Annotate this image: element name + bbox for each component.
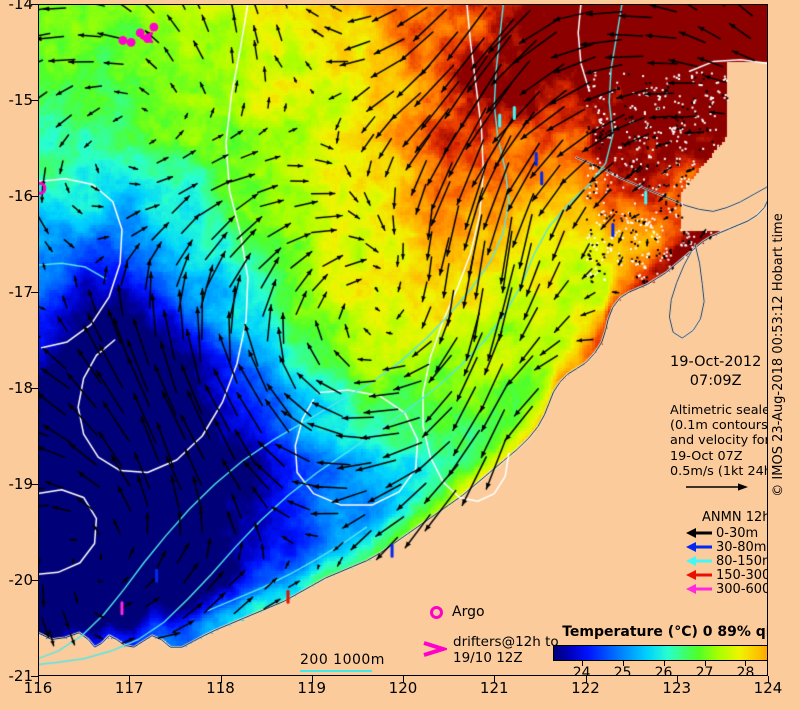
x-tick-label: 118: [206, 679, 235, 697]
y-tick-label: -14: [8, 0, 34, 13]
anmn-legend: ANMN 12h av. 0-30m 30-80m 80-150m: [686, 510, 768, 597]
x-tick: [38, 676, 39, 683]
x-tick: [494, 676, 496, 683]
arrow-left-icon: [686, 542, 712, 552]
x-tick-label: 116: [23, 679, 53, 697]
x-tick: [585, 676, 587, 683]
y-tick: [31, 388, 38, 389]
arrow-left-icon: [686, 528, 712, 538]
anmn-item-label: 80-150m: [716, 553, 768, 569]
y-tick-label: -21: [8, 667, 34, 685]
y-tick: [31, 196, 38, 197]
arrow-left-icon: [686, 584, 712, 594]
anmn-legend-item: 150-300m: [686, 567, 768, 583]
arrow-left-icon: [686, 570, 712, 580]
colorbar-tick: [745, 661, 747, 666]
colorbar-tick: [663, 661, 665, 666]
colorbar-canvas: [554, 646, 768, 660]
arrow-left-icon: [686, 556, 712, 566]
x-tick: [311, 676, 313, 683]
y-tick-label: -20: [8, 571, 34, 589]
colorbar-title: Temperature (°C) 0 89% ql>=2: [562, 624, 768, 640]
colorbar-tick-label: 27: [695, 665, 714, 676]
imos-credit: © IMOS 23-Aug-2018 00:53:12 Hobart time: [771, 213, 786, 497]
colorbar-tick-label: 24: [572, 665, 591, 676]
drifter-arrow-icon: [423, 641, 447, 657]
y-tick: [31, 580, 38, 581]
y-tick-label: -19: [8, 475, 34, 493]
depth-contour-legend: 200 1000m: [300, 652, 385, 672]
argo-legend: Argo: [430, 604, 485, 620]
anmn-legend-item: 0-30m: [686, 525, 768, 541]
annotation-time: 07:09Z: [689, 373, 742, 389]
x-tick-label: 121: [479, 679, 509, 697]
anmn-legend-item: 30-80m: [686, 539, 768, 555]
velocity-scale-arrow: [686, 483, 748, 491]
y-tick: [31, 484, 38, 485]
y-tick-label: -16: [8, 187, 34, 205]
drifters-legend-label: drifters@12h to 19/10 12Z: [453, 634, 559, 666]
argo-legend-label: Argo: [452, 604, 485, 620]
map-plot-area[interactable]: 19-Oct-2012 07:09Z Altimetric sealevel (0…: [38, 4, 768, 676]
colorbar: Temperature (°C) 0 89% ql>=2 24252627282…: [553, 624, 768, 676]
x-tick-label: 117: [114, 679, 144, 697]
anmn-item-label: 150-300m: [716, 567, 768, 583]
date-time-annotation: 19-Oct-2012 07:09Z: [670, 353, 761, 391]
colorbar-tick-label: 28: [736, 665, 755, 676]
colorbar-tick-label: 26: [654, 665, 673, 676]
x-tick: [403, 676, 404, 683]
colorbar-tick: [622, 661, 624, 666]
x-tick-label: 123: [662, 679, 692, 697]
y-tick-label: -15: [8, 91, 34, 109]
argo-ring-icon: [430, 605, 443, 619]
x-tick: [220, 676, 222, 683]
y-tick: [31, 292, 38, 293]
x-tick: [129, 676, 131, 683]
y-tick-label: -18: [8, 379, 34, 397]
anmn-item-label: 300-600m: [716, 581, 768, 597]
x-tick-label: 120: [388, 679, 418, 697]
anmn-legend-title: ANMN 12h av.: [702, 510, 768, 525]
anmn-legend-item: 80-150m: [686, 553, 768, 569]
x-tick: [768, 676, 769, 683]
x-tick-label: 122: [571, 679, 600, 697]
colorbar-tick: [704, 661, 706, 666]
x-tick-label: 124: [753, 679, 783, 697]
colorbar-gradient: [553, 645, 768, 661]
anmn-item-label: 0-30m: [716, 525, 759, 541]
colorbar-tick-label: 25: [613, 665, 632, 676]
depth-legend-line: [300, 670, 372, 672]
colorbar-tick: [581, 661, 583, 666]
anmn-item-label: 30-80m: [716, 539, 767, 555]
overlay-layer: [38, 4, 768, 676]
description-annotation: Altimetric sealevel (0.1m contours) and …: [670, 403, 768, 479]
y-tick: [31, 100, 38, 101]
y-tick: [31, 4, 38, 5]
colorbar-ticks: 242526272829: [553, 661, 768, 676]
depth-legend-label: 200 1000m: [300, 652, 385, 668]
x-tick-label: 119: [297, 679, 327, 697]
x-tick: [676, 676, 678, 683]
annotation-date: 19-Oct-2012: [670, 354, 762, 370]
anmn-legend-item: 300-600m: [686, 581, 768, 597]
drifters-legend: drifters@12h to 19/10 12Z: [423, 634, 559, 666]
y-tick: [31, 676, 38, 677]
y-tick-label: -17: [8, 283, 34, 301]
